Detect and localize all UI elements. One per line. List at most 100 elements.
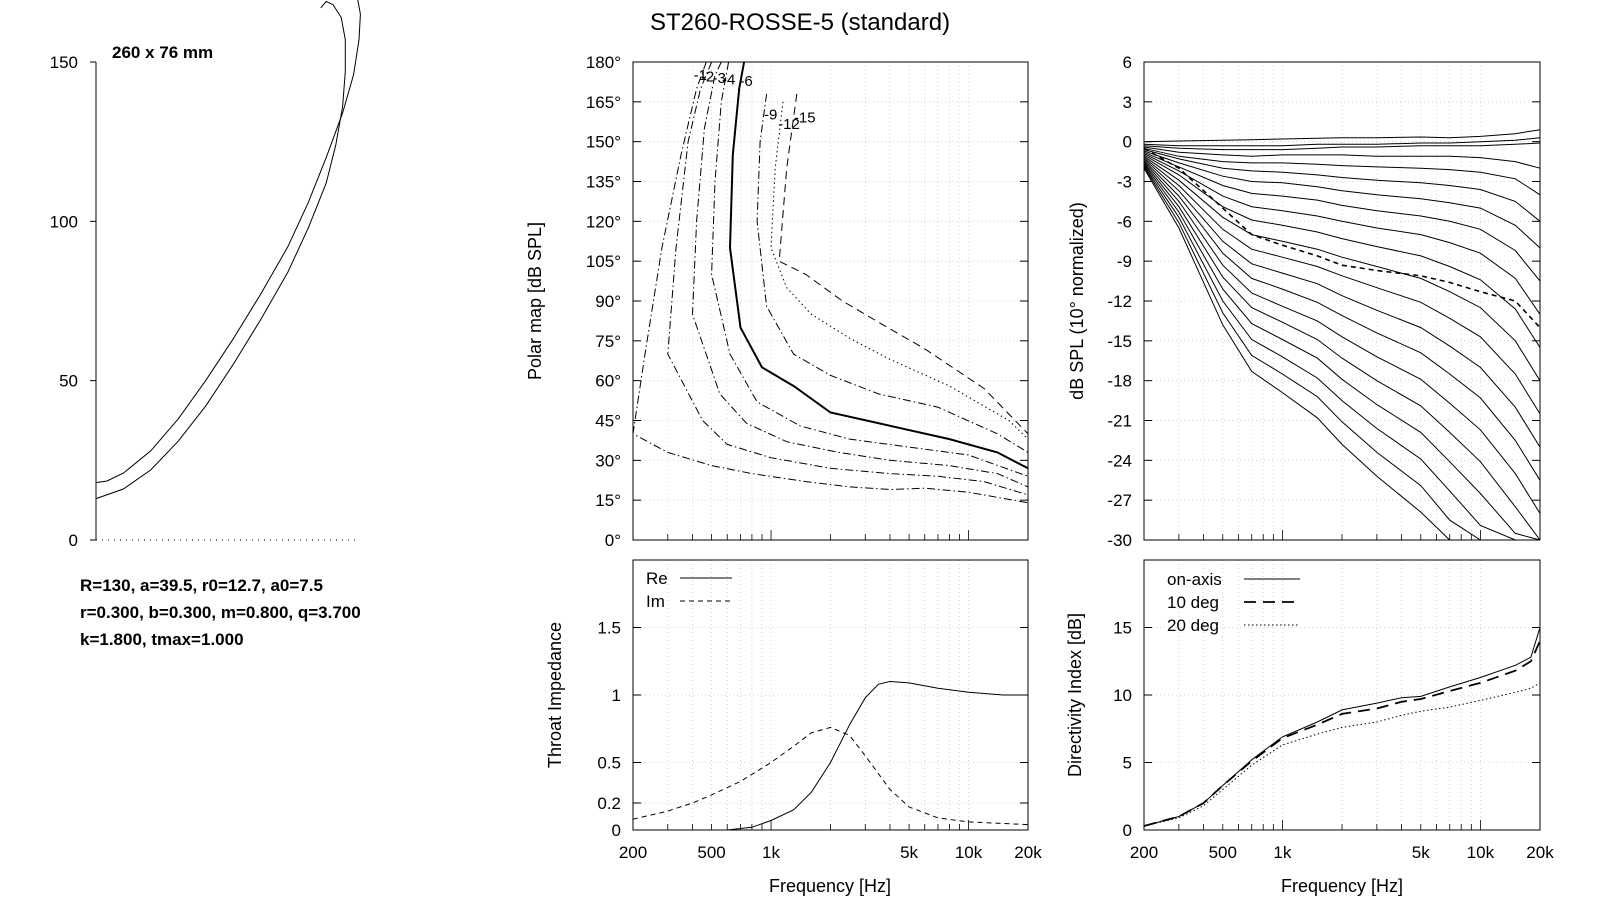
spl-series-line xyxy=(1143,142,1541,151)
directivity-index-x-tick-label: 200 xyxy=(1130,843,1158,862)
normalized-spl-y-ticks: 6 3 0 -3 -6 -9 -12 -15 -18 -21 -24 -27 -30 xyxy=(1107,53,1540,550)
contour-line xyxy=(770,101,1029,440)
polar-map-tick-label: 60° xyxy=(595,372,621,391)
directivity-index-ticks: 0 5 10 15 200 500 1k 5k 10k 20k xyxy=(1113,619,1554,863)
spl-series-line xyxy=(1143,147,1541,196)
throat-impedance-curves xyxy=(632,680,1029,831)
directivity-index-x-tick-label: 20k xyxy=(1526,843,1554,862)
profile-tick-label: 150 xyxy=(50,53,78,72)
normalized-spl-tick-label: -9 xyxy=(1117,252,1132,271)
spl-series-line xyxy=(1143,146,1541,169)
directivity-index-x-tick-label: 5k xyxy=(1412,843,1430,862)
throat-impedance-ticks: 0 0.2 0.5 1 1.5 200 500 1k 5k 10k 20k xyxy=(597,619,1042,863)
impedance-re-line xyxy=(633,680,1028,831)
throat-impedance-tick-label: 0 xyxy=(612,821,621,840)
spl-series-line xyxy=(1143,161,1541,514)
spl-series-line xyxy=(1143,162,1541,541)
directivity-index-tick-label: 10 xyxy=(1113,686,1132,705)
normalized-spl-tick-label: -30 xyxy=(1107,531,1132,550)
polar-map-ylabel: Polar map [dB SPL] xyxy=(525,222,545,380)
normalized-spl-ylabel: dB SPL (10° normalized) xyxy=(1067,202,1087,400)
contour-line xyxy=(667,61,1029,496)
throat-impedance-x-tick-label: 5k xyxy=(900,843,918,862)
polar-map-tick-label: 90° xyxy=(595,292,621,311)
legend-label: 20 deg xyxy=(1167,616,1219,635)
contour-line xyxy=(756,93,1029,453)
contour-label: -12 xyxy=(778,116,800,133)
horn-inner-wall xyxy=(95,0,346,500)
throat-impedance-tick-label: 0.5 xyxy=(597,754,621,773)
spl-series-line xyxy=(1143,153,1541,315)
polar-map-tick-label: 0° xyxy=(605,531,621,550)
contour-label: -4 xyxy=(722,72,735,89)
throat-impedance-xlabel: Frequency [Hz] xyxy=(769,876,891,896)
directivity-index-tick-label: 0 xyxy=(1123,821,1132,840)
spl-series-line xyxy=(1143,129,1541,143)
directivity-index-chart: 0 5 10 15 200 500 1k 5k 10k 20k on-axis 10 deg 20 d… xyxy=(1065,559,1554,896)
polar-map-tick-label: 75° xyxy=(595,332,621,351)
impedance-im-line xyxy=(632,726,1029,826)
polar-map-tick-label: 165° xyxy=(586,93,621,112)
normalized-spl-tick-label: -3 xyxy=(1117,173,1132,192)
normalized-spl-tick-label: -27 xyxy=(1107,491,1132,510)
throat-impedance-legend: Re Im xyxy=(646,569,732,611)
horn-size-label: 260 x 76 mm xyxy=(112,43,213,62)
param-line-3: k=1.800, tmax=1.000 xyxy=(80,630,244,649)
polar-map-y-ticks: 0° 15° 30° 45° 60° 75° 90° 105° 120° 135° 150° 165°… xyxy=(586,53,1028,550)
contour-label: -2 xyxy=(701,69,714,86)
spl-series-line xyxy=(1143,150,1541,249)
contour-label: -3 xyxy=(713,70,726,87)
figure-title: ST260-ROSSE-5 (standard) xyxy=(650,9,950,36)
polar-map-chart: -1-2-3-4 -6 -9-12-15 0° 15° 30° 45° 60° 75° 90° 1… xyxy=(525,53,1029,550)
spl-series-line xyxy=(1143,157,1541,415)
contour-label: -6 xyxy=(739,73,752,90)
spl-series-line xyxy=(1143,137,1541,147)
normalized-spl-chart: 6 3 0 -3 -6 -9 -12 -15 -18 -21 -24 -27 -30 dB SPL (1… xyxy=(1067,53,1541,550)
legend-label: Im xyxy=(646,592,665,611)
polar-map-contours: -1-2-3-4 -6 -9-12-15 xyxy=(632,61,1029,504)
throat-impedance-tick-label: 1 xyxy=(612,686,621,705)
polar-map-tick-label: 180° xyxy=(586,53,621,72)
polar-map-tick-label: 105° xyxy=(586,252,621,271)
directivity-index-x-tick-label: 10k xyxy=(1467,843,1495,862)
directivity-index-ylabel: Directivity Index [dB] xyxy=(1065,613,1085,777)
polar-map-tick-label: 45° xyxy=(595,412,621,431)
polar-map-tick-label: 30° xyxy=(595,451,621,470)
spl-series-line xyxy=(1143,149,1541,222)
directivity-index-grid xyxy=(1144,560,1540,830)
directivity-index-tick-label: 5 xyxy=(1123,754,1132,773)
spl-series-line xyxy=(1143,155,1541,381)
spl-series-line xyxy=(1143,154,1541,348)
directivity-index-legend: on-axis 10 deg 20 deg xyxy=(1167,570,1300,635)
param-line-2: r=0.300, b=0.300, m=0.800, q=3.700 xyxy=(80,603,361,622)
normalized-spl-tick-label: -21 xyxy=(1107,412,1132,431)
spl-series-line xyxy=(1143,158,1541,448)
directivity-index-xlabel: Frequency [Hz] xyxy=(1281,876,1403,896)
contour-line xyxy=(778,93,1029,435)
spl-series-line xyxy=(1143,151,1541,282)
normalized-spl-tick-label: -15 xyxy=(1107,332,1132,351)
di-series-line xyxy=(1143,640,1541,827)
polar-map-tick-label: 135° xyxy=(586,173,621,192)
directivity-index-tick-label: 15 xyxy=(1113,619,1132,638)
throat-impedance-x-tick-label: 200 xyxy=(619,843,647,862)
contour-label: -9 xyxy=(764,106,777,123)
throat-impedance-x-tick-label: 1k xyxy=(762,843,780,862)
polar-map-tick-label: 15° xyxy=(595,491,621,510)
throat-impedance-grid xyxy=(633,560,1028,830)
normalized-spl-tick-label: -24 xyxy=(1107,451,1132,470)
polar-map-tick-label: 120° xyxy=(586,212,621,231)
contour-label: -15 xyxy=(794,109,816,126)
spl-series-line xyxy=(1143,163,1541,541)
spl-series-line xyxy=(1143,147,1541,329)
di-series-line xyxy=(1143,682,1541,827)
param-line-1: R=130, a=39.5, r0=12.7, a0=7.5 xyxy=(80,576,323,595)
contour-line xyxy=(711,61,1029,477)
directivity-index-x-tick-label: 1k xyxy=(1273,843,1291,862)
polar-map-grid xyxy=(633,62,1028,540)
throat-impedance-ylabel: Throat Impedance xyxy=(545,622,565,768)
normalized-spl-tick-label: 3 xyxy=(1123,93,1132,112)
contour-line xyxy=(632,61,1029,504)
throat-impedance-x-tick-label: 20k xyxy=(1014,843,1042,862)
